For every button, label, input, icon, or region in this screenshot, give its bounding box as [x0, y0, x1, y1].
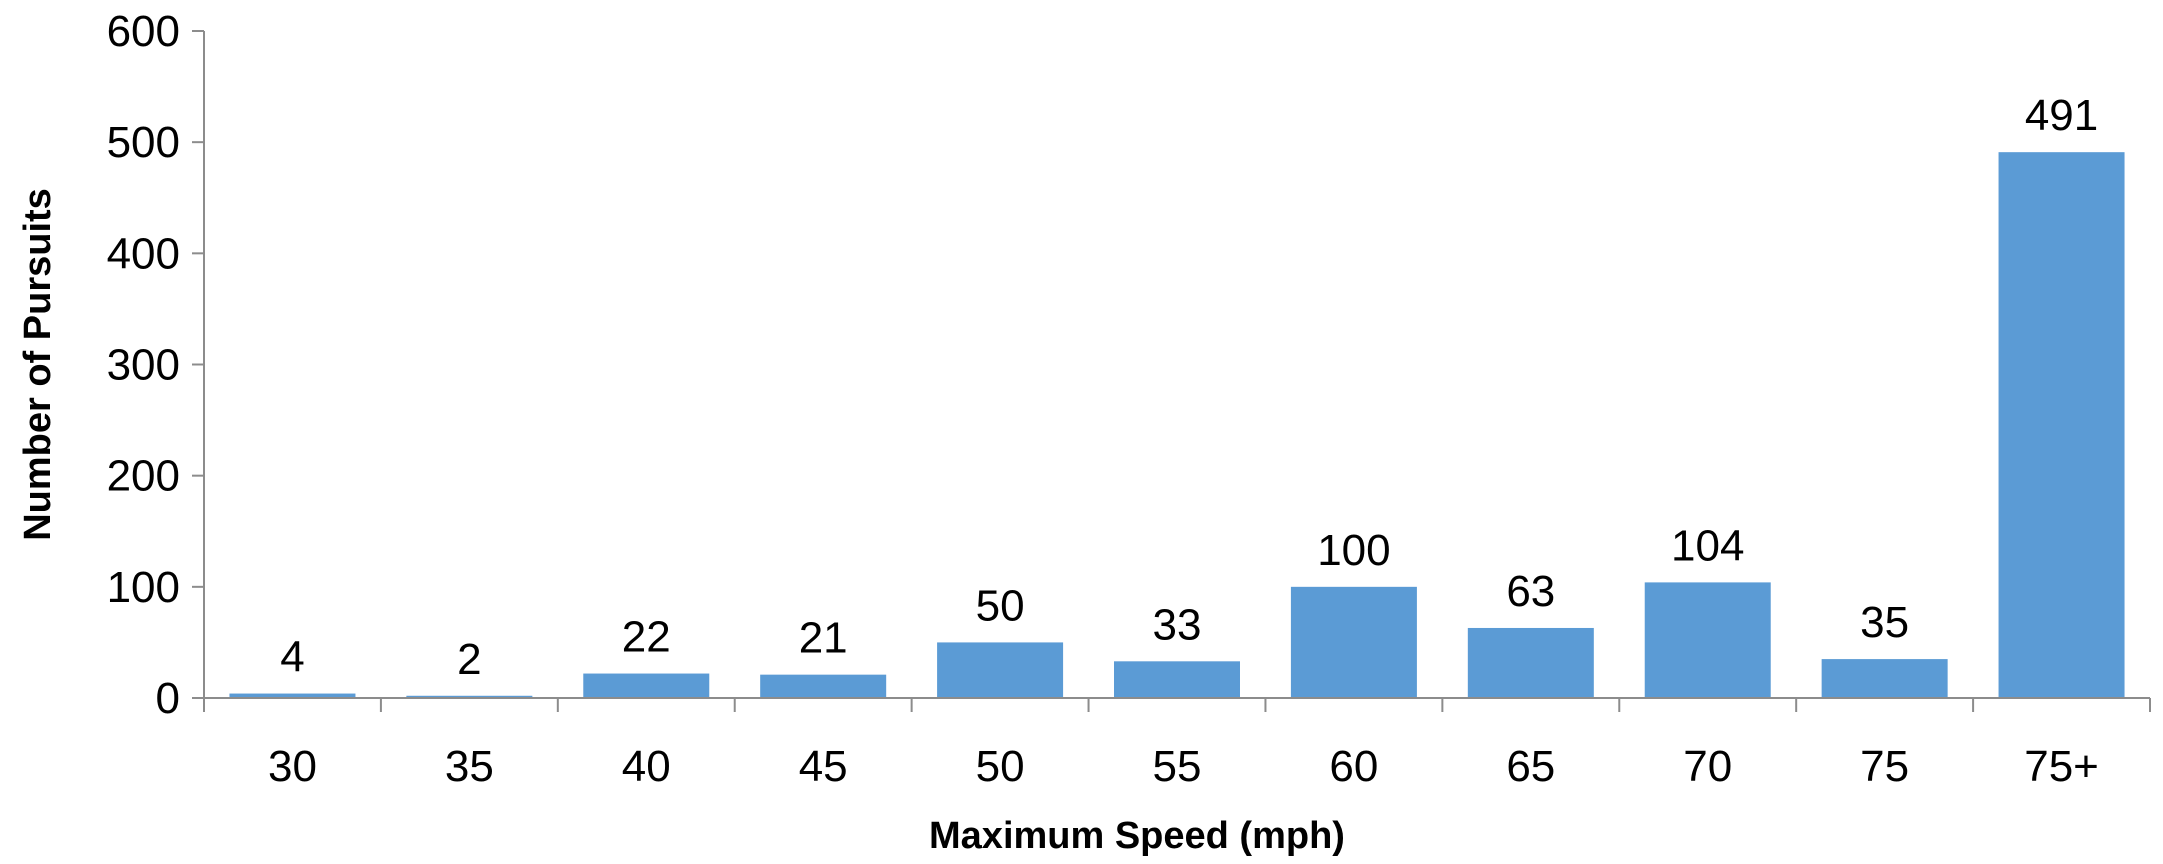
- y-tick-label: 300: [107, 341, 180, 390]
- x-tick-label: 65: [1506, 742, 1555, 791]
- data-label: 491: [2025, 91, 2098, 140]
- bar: [583, 673, 710, 698]
- bar: [1114, 661, 1240, 698]
- y-axis-ticks: 0 100 200 300 400 500 600: [107, 7, 204, 723]
- data-label: 50: [976, 581, 1025, 630]
- y-tick-label: 400: [107, 229, 180, 278]
- data-label: 2: [457, 635, 481, 684]
- data-label: 22: [622, 613, 671, 662]
- x-tick-label: 30: [268, 742, 317, 791]
- data-label: 63: [1506, 567, 1555, 616]
- x-tick-label: 55: [1153, 742, 1202, 791]
- bar: [406, 695, 533, 698]
- data-label: 35: [1860, 598, 1909, 647]
- bar: [1821, 659, 1948, 698]
- y-tick-label: 500: [107, 118, 180, 167]
- bar: [1998, 152, 2125, 699]
- x-tick-label: 40: [622, 742, 671, 791]
- x-tick-label: 50: [976, 742, 1025, 791]
- data-label: 4: [280, 633, 304, 682]
- bars-group: [229, 152, 2125, 699]
- bar: [937, 642, 1064, 698]
- data-label: 104: [1671, 521, 1744, 570]
- x-tick-label: 75: [1860, 742, 1909, 791]
- bar: [1644, 582, 1771, 698]
- y-tick-label: 600: [107, 7, 180, 56]
- x-tick-label: 70: [1683, 742, 1732, 791]
- y-axis-title: Number of Pursuits: [17, 188, 59, 541]
- x-tick-label: 45: [799, 742, 848, 791]
- bar: [1467, 627, 1594, 698]
- y-tick-label: 100: [107, 563, 180, 612]
- y-tick-label: 200: [107, 452, 180, 501]
- x-tick-label: 75+: [2024, 742, 2099, 791]
- y-tick-label: 0: [156, 674, 180, 723]
- data-label: 33: [1153, 600, 1202, 649]
- data-label: 21: [799, 614, 848, 663]
- x-tick-label: 35: [445, 742, 494, 791]
- bar: [1290, 586, 1417, 698]
- bar: [760, 674, 887, 698]
- x-tick-label: 60: [1329, 742, 1378, 791]
- x-axis-title: Maximum Speed (mph): [929, 815, 1345, 857]
- data-label: 100: [1317, 526, 1390, 575]
- x-axis-ticks: 30 35 40 45 50 55 60 65 70 75 75+: [203, 698, 2151, 791]
- bar: [229, 693, 356, 698]
